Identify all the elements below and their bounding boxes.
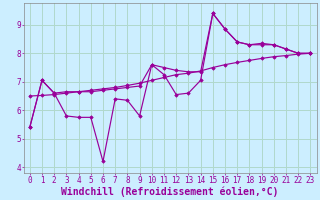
X-axis label: Windchill (Refroidissement éolien,°C): Windchill (Refroidissement éolien,°C) — [61, 186, 279, 197]
